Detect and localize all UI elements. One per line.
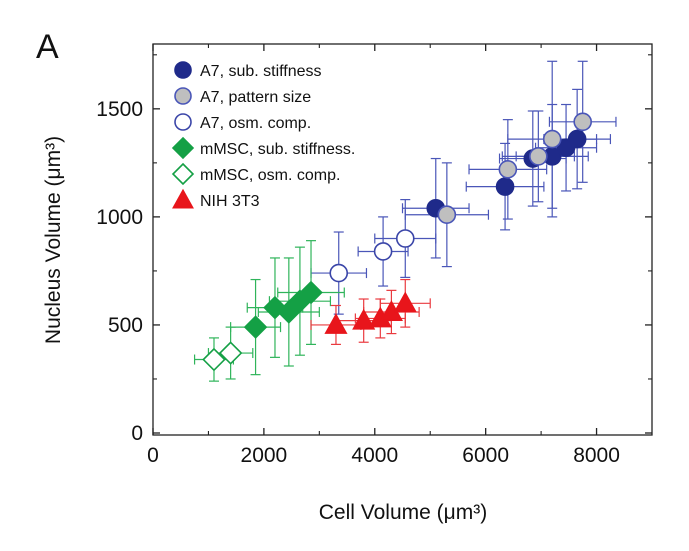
data-point-s3-p0	[243, 315, 268, 339]
x-tick-label: 4000	[351, 444, 398, 467]
x-tick-label: 2000	[241, 444, 288, 467]
x-axis-title: Cell Volume (μm³)	[319, 501, 487, 524]
y-axis-title: Nucleus Volume (μm³)	[42, 136, 65, 344]
y-tick-label: 0	[131, 422, 143, 445]
legend: A7, sub. stiffness A7, pattern size A7, os…	[171, 61, 355, 210]
legend-marker-5	[172, 188, 194, 209]
data-point-s0-p5	[567, 129, 587, 149]
y-tick-label: 1500	[96, 98, 143, 121]
x-tick-label: 0	[147, 444, 159, 467]
data-point-s4-p1	[218, 341, 243, 365]
data-point-s5-p1	[352, 308, 376, 330]
legend-marker-1	[174, 87, 192, 105]
legend-label: A7, pattern size	[200, 89, 311, 106]
data-markers	[202, 112, 592, 372]
data-point-s1-p4	[573, 112, 592, 132]
x-tick-label: 6000	[462, 444, 509, 467]
legend-marker-0	[174, 61, 192, 79]
legend-label: NIH 3T3	[200, 193, 260, 210]
data-point-s2-p1	[373, 242, 393, 261]
y-tick-label: 1000	[96, 206, 143, 229]
y-tick-label: 500	[108, 314, 143, 337]
data-point-s2-p2	[395, 229, 415, 248]
data-point-s5-p4	[393, 291, 417, 313]
panel-label: A	[36, 28, 59, 66]
legend-label: A7, osm. comp.	[200, 115, 311, 132]
axis-ticks: 0 2000 4000 6000 8000 0 500 1000 1500	[96, 44, 652, 467]
legend-label: A7, sub. stiffness	[200, 63, 322, 80]
data-point-s1-p2	[529, 147, 548, 166]
data-point-s1-p1	[498, 160, 518, 179]
data-point-s4-p0	[202, 347, 226, 372]
data-point-s3-p4	[299, 280, 323, 305]
legend-marker-4	[171, 162, 195, 186]
legend-label: mMSC, osm. comp.	[200, 167, 340, 184]
plot-frame	[152, 43, 653, 436]
x-tick-label: 8000	[573, 444, 620, 467]
legend-marker-2	[174, 113, 192, 131]
data-point-s2-p0	[329, 263, 349, 283]
legend-marker-3	[171, 136, 195, 160]
data-point-s1-p3	[542, 129, 562, 149]
data-point-s5-p0	[324, 313, 348, 334]
data-point-s0-p1	[495, 177, 515, 196]
data-point-s1-p0	[437, 205, 457, 225]
legend-label: mMSC, sub. stiffness.	[200, 141, 355, 158]
